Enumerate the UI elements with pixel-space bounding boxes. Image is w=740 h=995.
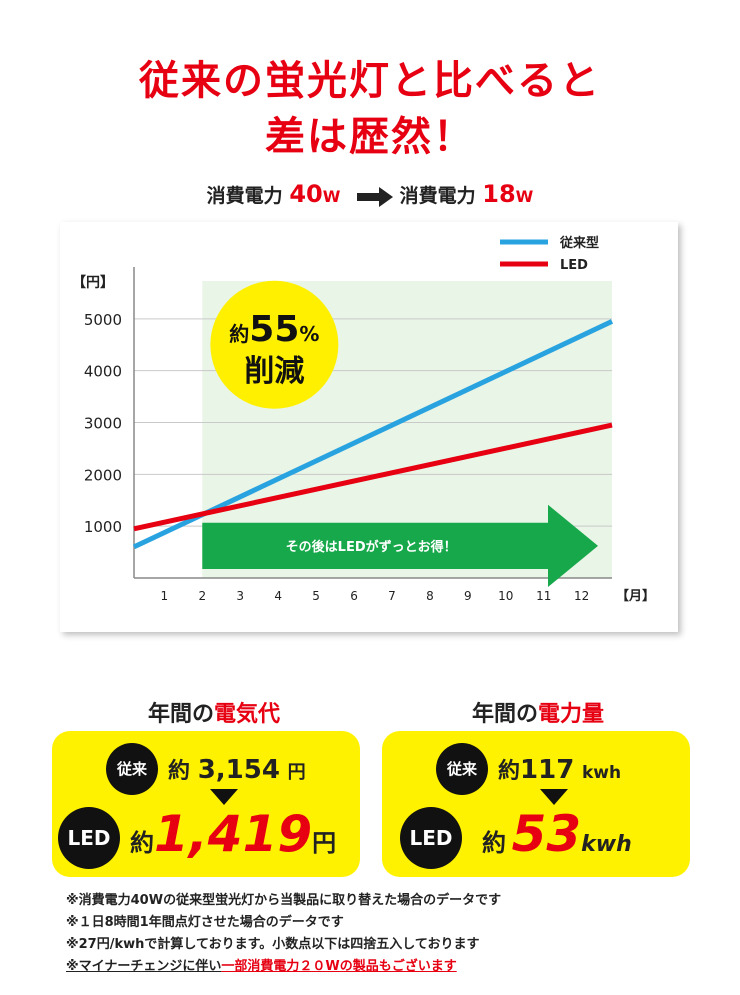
right-arrow-icon	[357, 186, 393, 207]
down-arrow-icon	[540, 789, 568, 805]
cost-led-value: 1,419	[154, 805, 313, 863]
cost-title-prefix: 年間の	[147, 702, 214, 727]
energy-led-row: 約 53kwh	[482, 805, 632, 863]
footnote-3: ※27円/kwhで計算しております。小数点以下は四捨五入しております	[66, 937, 480, 952]
x-unit-label: 【月】	[616, 588, 655, 604]
power-value-before: 40	[289, 180, 323, 208]
x-tick-label: 8	[426, 589, 434, 603]
conventional-badge: 従来	[106, 743, 158, 795]
cost-conventional-prefix: 約	[168, 759, 191, 784]
x-tick-label: 11	[536, 589, 551, 603]
energy-led-unit: kwh	[581, 832, 632, 857]
x-tick-label: 10	[498, 589, 513, 603]
callout-label: 削減	[244, 354, 304, 389]
cost-led-unit: 円	[312, 829, 337, 857]
cost-panel: 従来 約 3,154 円 LED 約1,419円	[52, 731, 360, 877]
y-tick-label: 2000	[84, 466, 122, 484]
power-label-after: 消費電力	[399, 185, 476, 207]
chart-card: 1000 2000 3000 4000 5000 1 2 3 4 5 6 7 8 9 10 11 12 【円】 【月…	[60, 222, 678, 632]
energy-title-prefix: 年間の	[471, 702, 538, 727]
conventional-badge: 従来	[436, 743, 488, 795]
banner-arrow	[202, 504, 599, 587]
y-tick-label: 4000	[84, 363, 122, 381]
down-arrow-icon	[210, 789, 238, 805]
led-badge: LED	[58, 807, 120, 869]
energy-conventional-prefix: 約	[498, 759, 521, 784]
x-tick-label: 1	[161, 589, 169, 603]
power-unit-before: W	[322, 187, 341, 206]
banner-text: その後はLEDがずっとお得！	[286, 539, 457, 555]
y-tick-label: 5000	[84, 311, 122, 329]
power-comparison: 消費電力 40W 消費電力 18W	[0, 180, 740, 208]
energy-conventional-row: 約117 kwh	[498, 753, 621, 785]
power-label-before: 消費電力	[206, 185, 283, 207]
y-tick-label: 1000	[84, 518, 122, 536]
footnote-4: ※マイナーチェンジに伴い一部消費電力２０Wの製品もございます	[66, 956, 501, 978]
energy-conventional-value: 117	[520, 755, 575, 785]
x-tick-label: 3	[236, 589, 244, 603]
y-unit-label: 【円】	[72, 275, 114, 291]
cost-title-highlight: 電気代	[214, 702, 281, 727]
footnote-4-prefix: ※マイナーチェンジに伴い	[66, 959, 222, 974]
cost-conventional-unit: 円	[287, 762, 306, 783]
energy-led-value: 53	[511, 805, 582, 863]
cost-conventional-value: 3,154	[197, 755, 280, 785]
energy-led-prefix: 約	[482, 829, 506, 857]
footnote-1: ※消費電力40Wの従来型蛍光灯から当製品に取り替えた場合のデータです	[66, 893, 502, 908]
series-line-led	[133, 422, 613, 532]
energy-conventional-unit: kwh	[581, 763, 622, 783]
legend-label: LED	[560, 258, 588, 273]
x-tick-label: 12	[574, 589, 589, 603]
led-badge: LED	[400, 807, 462, 869]
x-tick-label: 9	[464, 589, 472, 603]
headline-line1: 従来の蛍光灯と比べると	[139, 58, 601, 104]
energy-title-highlight: 電力量	[538, 702, 605, 727]
x-tick-label: 5	[312, 589, 320, 603]
callout-value: 約55%	[229, 309, 319, 350]
legend-label: 従来型	[559, 235, 599, 251]
callout-circle	[210, 280, 339, 409]
cost-title: 年間の電気代	[60, 696, 368, 728]
footnotes: ※消費電力40Wの従来型蛍光灯から当製品に取り替えた場合のデータです ※１日8時…	[66, 890, 501, 978]
headline-line2: 差は歴然！	[265, 114, 475, 160]
energy-title: 年間の電力量	[384, 696, 692, 728]
x-tick-label: 2	[198, 589, 206, 603]
footnote-2: ※１日8時間1年間点灯させた場合のデータです	[66, 915, 344, 930]
x-tick-label: 6	[350, 589, 358, 603]
power-value-after: 18	[482, 180, 516, 208]
cost-led-row: 約1,419円	[130, 805, 336, 863]
x-tick-label: 7	[388, 589, 396, 603]
cost-led-prefix: 約	[130, 829, 154, 857]
energy-panel: 従来 約117 kwh LED 約 53kwh	[382, 731, 690, 877]
power-unit-after: W	[515, 187, 534, 206]
y-tick-label: 3000	[84, 415, 122, 433]
cost-conventional-row: 約 3,154 円	[168, 753, 306, 785]
x-tick-label: 4	[274, 589, 282, 603]
footnote-4-highlight: 一部消費電力２０Wの製品もございます	[221, 959, 457, 974]
